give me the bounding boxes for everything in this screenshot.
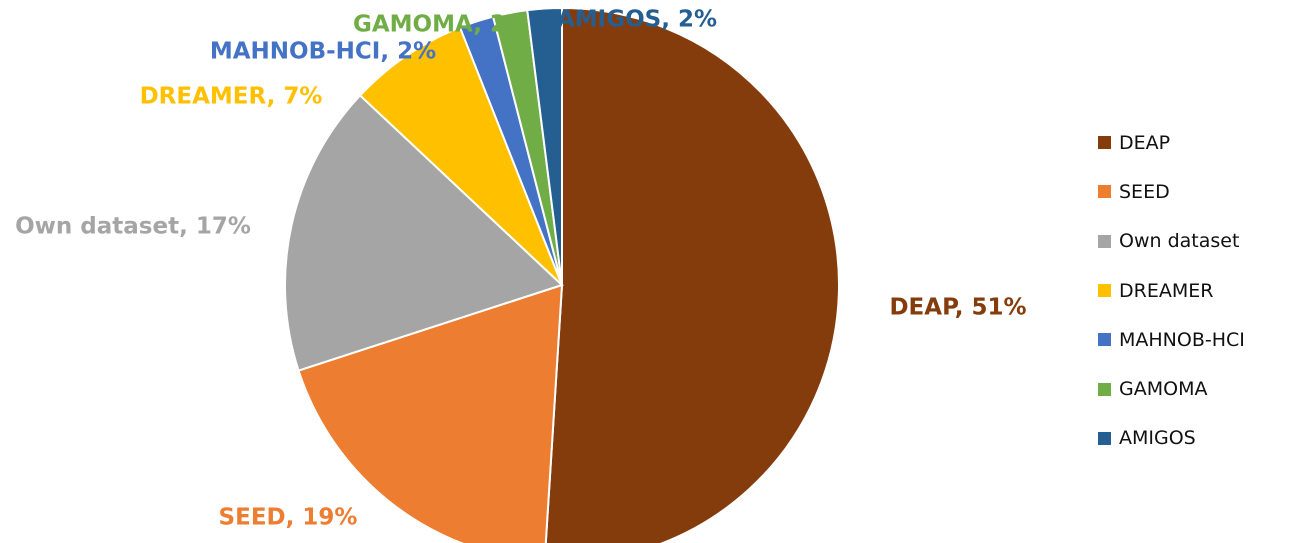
legend-label: DREAMER bbox=[1119, 279, 1214, 302]
legend-item-seed: SEED bbox=[1098, 167, 1245, 216]
legend-swatch bbox=[1098, 382, 1111, 396]
legend-item-dreamer: DREAMER bbox=[1098, 266, 1245, 315]
pie-slice-amigos bbox=[526, 6, 563, 286]
data-label-own-dataset: Own dataset, 17% bbox=[15, 214, 251, 240]
pie-slice-own-dataset bbox=[284, 93, 564, 372]
legend-label: AMIGOS bbox=[1119, 427, 1196, 450]
legend-item-own-dataset: Own dataset bbox=[1098, 217, 1245, 266]
pie-slice-dreamer bbox=[358, 26, 563, 286]
legend-swatch bbox=[1098, 284, 1111, 298]
pie-slices bbox=[284, 6, 840, 543]
legend-label: DEAP bbox=[1119, 131, 1171, 154]
legend-item-mahnob-hci: MAHNOB-HCI bbox=[1098, 315, 1245, 364]
legend-item-deap: DEAP bbox=[1098, 118, 1245, 167]
legend-swatch bbox=[1098, 234, 1111, 248]
legend-item-amigos: AMIGOS bbox=[1098, 414, 1245, 463]
legend-swatch bbox=[1098, 136, 1111, 150]
legend-label: MAHNOB-HCI bbox=[1119, 328, 1245, 351]
legend-label: Own dataset bbox=[1119, 230, 1240, 253]
legend-swatch bbox=[1098, 185, 1111, 199]
legend-swatch bbox=[1098, 333, 1111, 347]
pie-data-labels: DEAP, 51% SEED, 19% Own dataset, 17% DREAME… bbox=[15, 7, 1026, 531]
data-label-mahnob-hci: MAHNOB-HCI, 2% bbox=[210, 39, 436, 65]
legend-swatch bbox=[1098, 431, 1111, 445]
chart-legend: DEAP SEED Own dataset DREAMER MAHNOB-HCI GAMO… bbox=[1098, 118, 1245, 463]
data-label-seed: SEED, 19% bbox=[219, 505, 358, 531]
data-label-amigos: AMIGOS, 2% bbox=[557, 7, 717, 33]
data-label-deap: DEAP, 51% bbox=[889, 295, 1026, 321]
pie-slice-deap bbox=[544, 6, 840, 543]
legend-label: SEED bbox=[1119, 180, 1170, 203]
data-label-dreamer: DREAMER, 7% bbox=[140, 84, 323, 110]
legend-item-gamoma: GAMOMA bbox=[1098, 364, 1245, 413]
data-label-gamoma: GAMOMA, 2% bbox=[353, 12, 529, 38]
legend-label: GAMOMA bbox=[1119, 378, 1208, 401]
